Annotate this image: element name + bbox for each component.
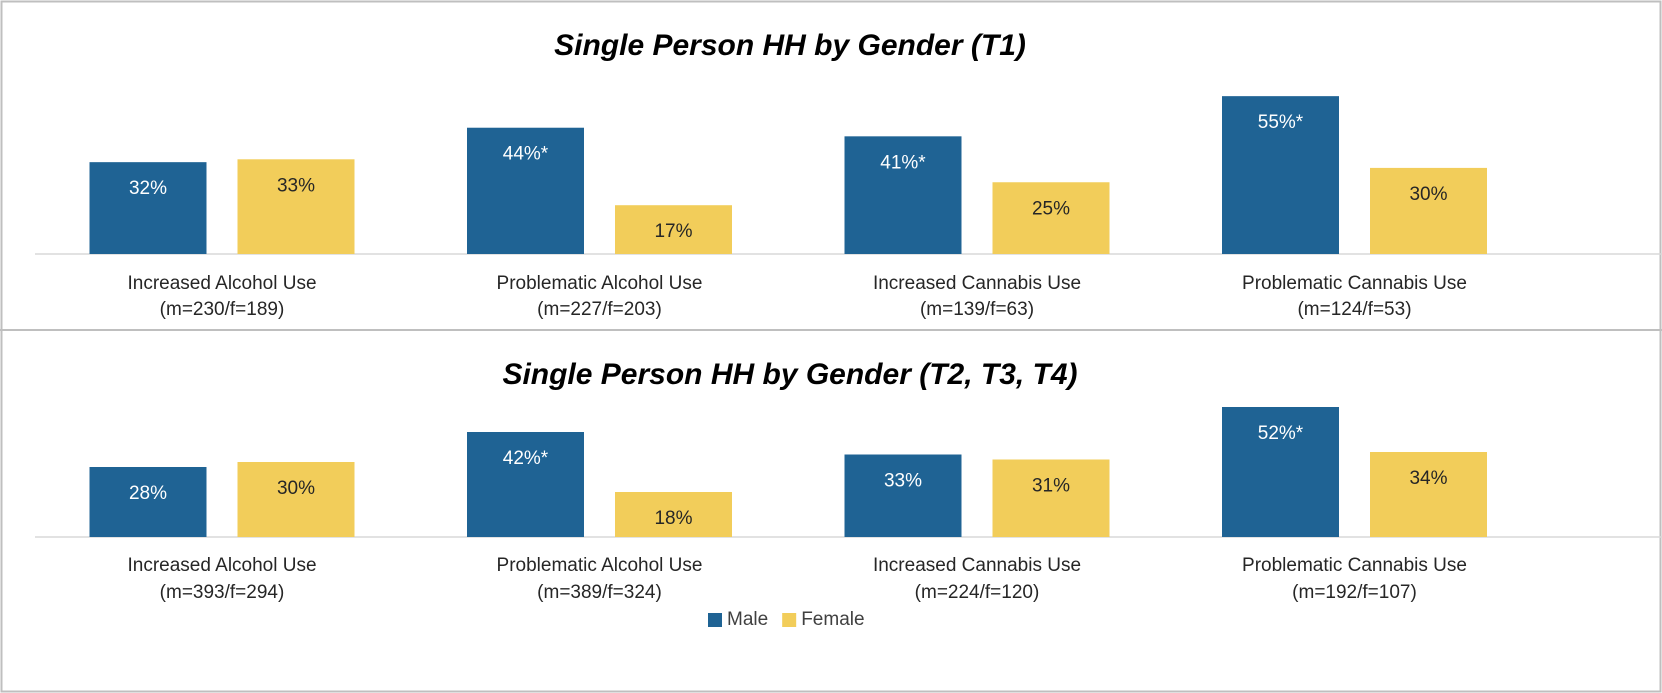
value-label: 52%* <box>1258 423 1304 444</box>
legend-label: Female <box>801 609 864 630</box>
value-label: 55%* <box>1258 112 1304 133</box>
x-tick-note: (m=230/f=189) <box>160 299 285 320</box>
bar <box>615 205 732 254</box>
x-tick-label: Increased Cannabis Use <box>873 273 1081 294</box>
value-label: 44%* <box>503 144 549 165</box>
chart-title: Single Person HH by Gender (T1) <box>554 29 1026 62</box>
legend-swatch <box>782 613 797 627</box>
value-label: 41%* <box>880 152 926 173</box>
x-tick-label: Problematic Cannabis Use <box>1242 273 1467 294</box>
x-tick-note: (m=139/f=63) <box>920 299 1034 320</box>
x-tick-label: Increased Alcohol Use <box>127 555 316 576</box>
bar <box>89 467 207 537</box>
value-label: 33% <box>884 471 922 492</box>
bar <box>615 492 732 537</box>
bar <box>467 127 584 254</box>
value-label: 18% <box>654 508 692 529</box>
legend-swatch <box>708 613 722 627</box>
value-label: 30% <box>1409 184 1447 205</box>
x-tick-note: (m=227/f=203) <box>537 299 662 320</box>
bar <box>844 454 962 537</box>
value-label: 31% <box>1032 476 1070 497</box>
x-tick-note: (m=389/f=324) <box>537 582 662 603</box>
x-tick-label: Increased Cannabis Use <box>873 555 1081 576</box>
value-label: 17% <box>654 221 692 242</box>
x-tick-note: (m=224/f=120) <box>915 582 1040 603</box>
x-tick-label: Problematic Cannabis Use <box>1242 555 1467 576</box>
x-tick-label: Problematic Alcohol Use <box>497 555 703 576</box>
x-tick-label: Increased Alcohol Use <box>127 273 316 294</box>
bar <box>992 459 1110 537</box>
bar <box>1370 167 1487 254</box>
x-tick-note: (m=192/f=107) <box>1292 582 1417 603</box>
value-label: 32% <box>129 178 167 199</box>
x-tick-note: (m=124/f=53) <box>1297 299 1411 320</box>
x-tick-label: Problematic Alcohol Use <box>497 273 703 294</box>
value-label: 25% <box>1032 198 1070 219</box>
value-label: 33% <box>277 175 315 196</box>
bar <box>467 432 584 537</box>
bar <box>89 162 207 254</box>
value-label: 28% <box>129 483 167 504</box>
bar <box>1370 452 1487 537</box>
bar <box>992 182 1110 254</box>
x-tick-note: (m=393/f=294) <box>160 582 285 603</box>
value-label: 30% <box>277 478 315 499</box>
value-label: 34% <box>1409 468 1447 489</box>
bar <box>237 462 355 537</box>
bar <box>844 136 962 254</box>
bar <box>1222 96 1339 255</box>
bar <box>237 159 355 254</box>
legend-label: Male <box>727 609 768 630</box>
bar <box>1222 407 1339 537</box>
chart-title: Single Person HH by Gender (T2, T3, T4) <box>502 358 1077 391</box>
value-label: 42%* <box>503 448 549 469</box>
